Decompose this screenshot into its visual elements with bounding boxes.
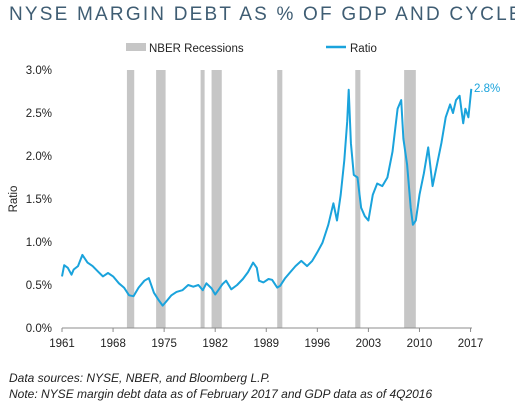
source-notes: Data sources: NYSE, NBER, and Bloomberg … [9,370,432,402]
x-tick-label: 1975 [151,338,177,350]
x-tick-label: 1968 [100,338,126,350]
recession-bar-3 [211,70,222,328]
y-tick-label: 2.5% [26,108,52,120]
recession-bar-2 [200,70,205,328]
y-axis-label: Ratio [8,186,20,213]
y-tick-label: 1.5% [26,194,52,206]
x-tick-label: 1989 [253,338,279,350]
chart-title: NYSE MARGIN DEBT AS % OF GDP AND CYCLES [9,4,515,25]
x-tick-label: 1982 [202,338,228,350]
y-tick-label: 3.0% [26,65,52,77]
x-tick-label: 1961 [49,338,75,350]
recession-bar-0 [126,70,135,328]
x-tick-label: 2010 [407,338,433,350]
y-tick-label: 1.0% [26,237,52,249]
source-line: Data sources: NYSE, NBER, and Bloomberg … [9,371,271,385]
ratio-line [61,88,473,307]
x-tick-label: 2017 [458,338,484,350]
x-tick-label: 2003 [356,338,382,350]
x-tick-label: 1996 [305,338,331,350]
recession-bar-5 [355,70,361,328]
legend-label-recessions: NBER Recessions [149,43,244,55]
note-line: Note: NYSE margin debt data as of Februa… [9,387,433,401]
y-tick-label: 0.5% [26,280,52,292]
y-tick-label: 2.0% [26,151,52,163]
recession-bar-4 [277,70,283,328]
tick-labels: 0.0% 0.5% 1.0% 1.5% 2.0% 2.5% 3.0% 1961 1968 1975… [26,65,484,350]
end-value-label: 2.8% [474,83,500,95]
legend-swatch-recessions [126,43,146,51]
recession-bar-1 [156,70,166,328]
legend-label-ratio: Ratio [350,43,377,55]
y-tick-label: 0.0% [26,323,52,335]
